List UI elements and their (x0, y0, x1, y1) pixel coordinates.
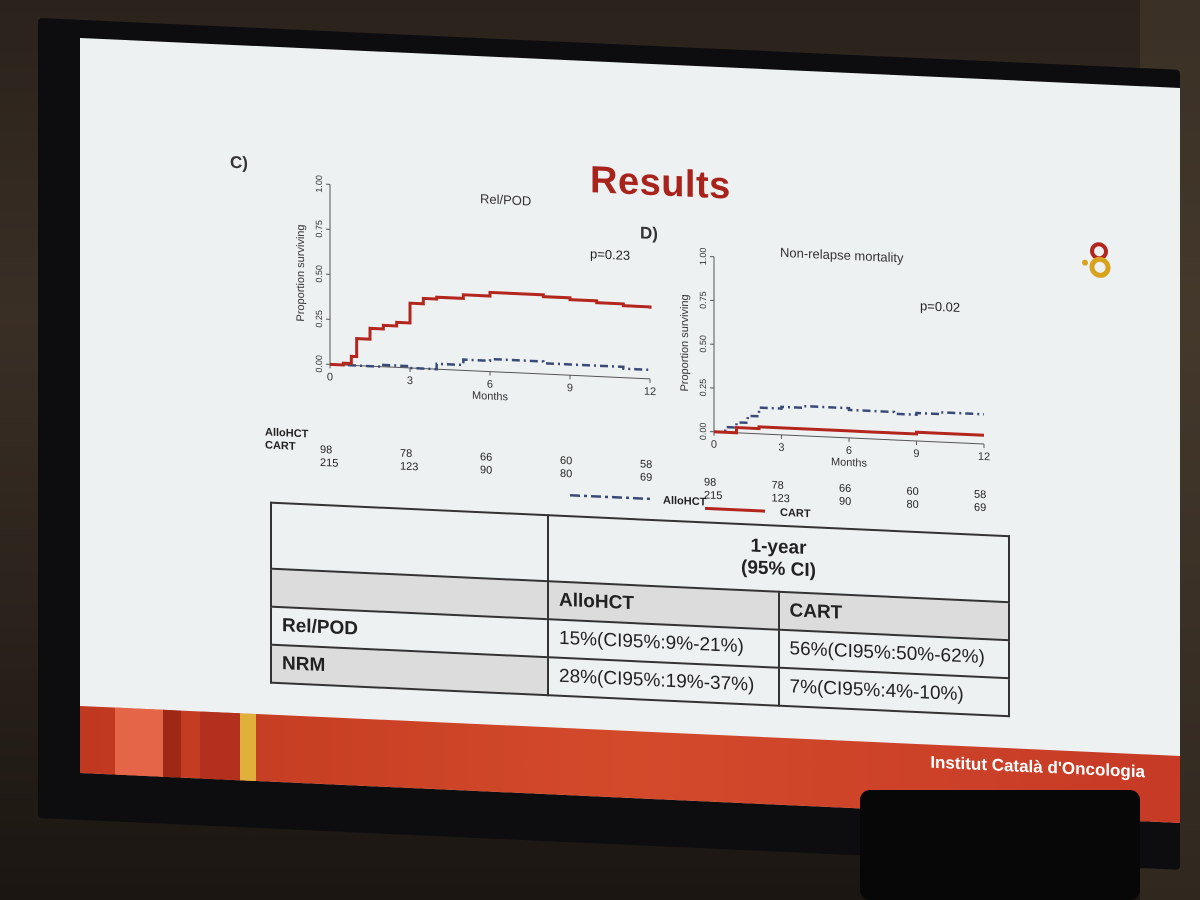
at-risk-count: 58 69 (640, 458, 652, 485)
at-risk-allohct: 58 (640, 458, 653, 471)
at-risk-allohct: 98 (320, 443, 333, 457)
at-risk-cart: 69 (640, 471, 653, 484)
y-tick-label: 1.00 (314, 175, 324, 193)
at-risk-cart: 215 (320, 456, 339, 470)
chart-c: 0.00 0.25 0.50 0.75 1.00 0 3 6 9 12 Months Proporti… (295, 175, 656, 404)
at-risk-allohct: 66 (839, 482, 852, 496)
results-table: 1-year (95% CI) AlloHCT CART Rel/POD 15%… (270, 502, 1010, 718)
panel-label-d: D) (640, 223, 658, 244)
at-risk-cart: 123 (771, 492, 790, 506)
series-line-cart (330, 290, 652, 367)
x-tick-label: 6 (487, 378, 493, 390)
at-risk-cart: 80 (560, 467, 573, 481)
at-risk-cart: 215 (704, 489, 723, 503)
at-risk-cart: 90 (839, 495, 852, 509)
x-tick-label: 6 (846, 445, 852, 457)
at-risk-allohct: 60 (906, 485, 919, 499)
y-tick-label: 0.75 (698, 291, 708, 309)
series-line-cart (714, 425, 984, 437)
at-risk-allohct: 98 (704, 476, 717, 489)
legend-allohct-swatch (570, 494, 650, 501)
at-risk-allohct: 58 (974, 488, 987, 502)
y-tick-label: 0.00 (698, 422, 708, 440)
ico-logo-icon (1082, 242, 1111, 278)
x-tick-label: 0 (711, 439, 717, 451)
x-tick-label: 12 (978, 451, 990, 464)
y-tick-label: 0.50 (698, 335, 708, 353)
y-tick-label: 0.00 (314, 355, 324, 373)
at-risk-allohct: 60 (560, 454, 573, 468)
at-risk-count: 98 215 (320, 444, 338, 471)
at-risk-allohct: 78 (400, 447, 413, 461)
at-risk-count: 66 90 (839, 482, 851, 509)
legend-cart: CART (780, 506, 811, 521)
x-axis-label: Months (831, 456, 868, 470)
legend-allohct: AlloHCT (663, 494, 707, 509)
series-line-allohct (330, 357, 652, 372)
x-tick-label: 3 (778, 442, 784, 454)
chart-d: 0.00 0.25 0.50 0.75 1.00 0 3 6 9 12 Months Proporti… (679, 247, 990, 470)
at-risk-allohct: 78 (771, 479, 784, 492)
at-risk-count: 60 80 (560, 455, 572, 482)
x-tick-label: 3 (407, 375, 413, 387)
x-tick-label: 0 (327, 371, 333, 383)
risk-label-cart: CART (265, 439, 296, 453)
at-risk-cart: 69 (974, 501, 987, 515)
at-risk-count: 98 215 (704, 476, 722, 503)
at-risk-count: 78 123 (772, 479, 790, 506)
y-tick-label: 1.00 (698, 247, 708, 265)
panel-label-c: C) (230, 152, 248, 173)
y-axis-label: Proportion surviving (295, 224, 307, 322)
at-risk-cart: 90 (480, 464, 493, 477)
y-tick-label: 0.75 (314, 220, 324, 238)
camera-silhouette (860, 790, 1140, 900)
at-risk-count: 66 90 (480, 451, 492, 478)
risk-label-allohct: AlloHCT (265, 426, 309, 441)
x-tick-label: 12 (644, 386, 656, 399)
chart-c-risk-labels: AlloHCT CART (265, 426, 308, 454)
y-tick-label: 0.50 (314, 265, 324, 283)
y-tick-label: 0.25 (314, 310, 324, 328)
at-risk-count: 78 123 (400, 448, 418, 475)
at-risk-cart: 80 (906, 498, 919, 512)
y-axis-label: Proportion surviving (679, 294, 691, 392)
x-axis-label: Months (472, 390, 509, 404)
legend-cart-swatch (705, 506, 765, 513)
at-risk-count: 58 69 (974, 489, 986, 516)
at-risk-cart: 123 (400, 460, 419, 474)
y-tick-label: 0.25 (698, 379, 708, 397)
at-risk-count: 60 80 (907, 486, 919, 513)
x-tick-label: 9 (567, 382, 573, 394)
at-risk-allohct: 66 (480, 451, 493, 464)
slide: Results C) Rel/POD p=0.23 0.00 0.25 0.50 0.… (80, 38, 1180, 823)
series-line-allohct (714, 404, 984, 434)
table-empty-cell (271, 502, 548, 582)
x-tick-label: 9 (913, 448, 919, 460)
